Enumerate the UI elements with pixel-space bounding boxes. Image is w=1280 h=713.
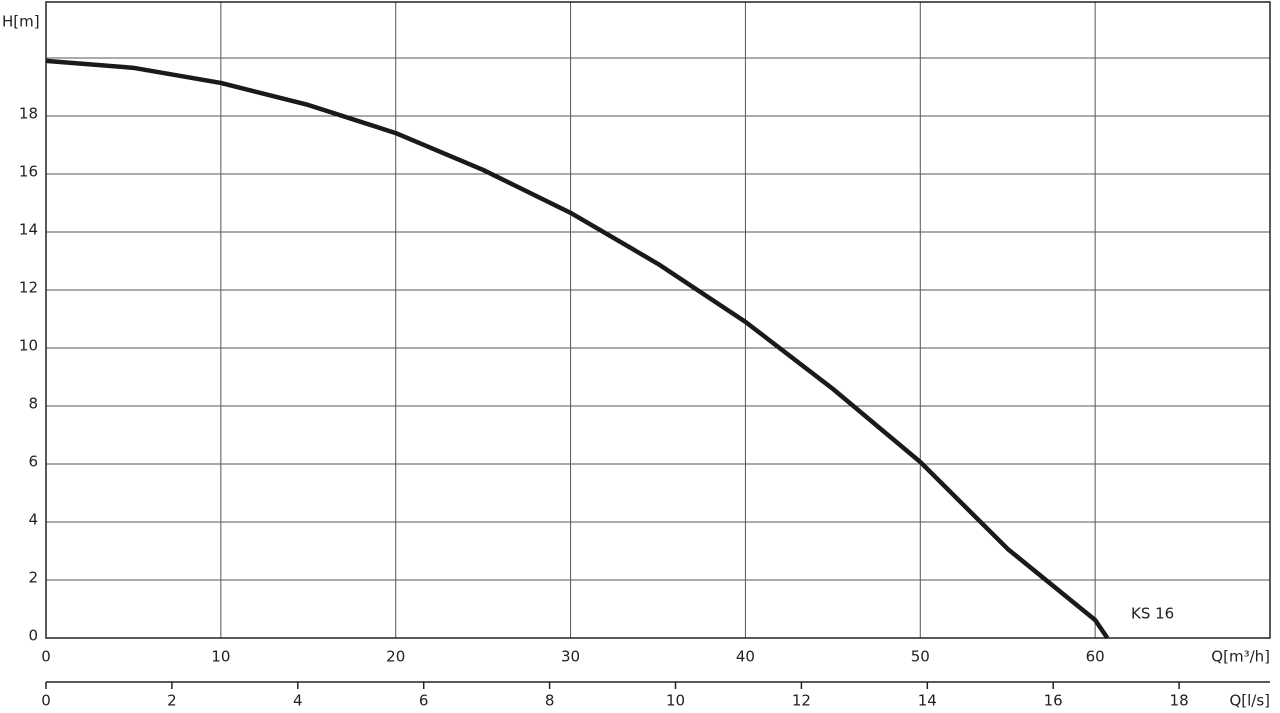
x-tick-label: 50 xyxy=(911,648,930,666)
y-tick-label: 6 xyxy=(28,452,38,470)
y-tick-label: 4 xyxy=(28,510,38,528)
y-tick-label: 8 xyxy=(28,394,38,412)
x-tick-label: 60 xyxy=(1086,648,1105,666)
x2-tick-label: 10 xyxy=(666,692,685,710)
plot-frame xyxy=(45,1,1271,639)
x-axis-label: Q[m³/h] xyxy=(1211,648,1270,666)
x2-tick-label: 16 xyxy=(1044,692,1063,710)
x2-tick-label: 4 xyxy=(293,692,303,710)
x2-tick-label: 2 xyxy=(167,692,177,710)
y-tick-label: 10 xyxy=(19,336,38,354)
curve-label: KS 16 xyxy=(1131,605,1174,623)
y-tick-label: 14 xyxy=(19,220,38,238)
x2-tick-label: 8 xyxy=(545,692,555,710)
x2-tick-label: 6 xyxy=(419,692,429,710)
x-tick-label: 20 xyxy=(386,648,405,666)
x2-axis-label: Q[l/s] xyxy=(1229,692,1270,710)
x-tick-label: 0 xyxy=(41,648,51,666)
y-tick-label: 12 xyxy=(19,278,38,296)
x2-tick-label: 12 xyxy=(792,692,811,710)
curve xyxy=(45,58,1110,640)
x-tick-label: 10 xyxy=(211,648,230,666)
x-tick-label: 40 xyxy=(736,648,755,666)
y-tick-label: 16 xyxy=(19,162,38,180)
y-tick-label: 18 xyxy=(19,104,38,122)
x2-tick-label: 18 xyxy=(1170,692,1189,710)
x2-tick-label: 0 xyxy=(41,692,51,710)
y-axis-label: H[m] xyxy=(2,13,40,31)
x2-tick-label: 14 xyxy=(918,692,937,710)
y-tick-label: 2 xyxy=(28,568,38,586)
x-tick-label: 30 xyxy=(561,648,580,666)
y-tick-label: 0 xyxy=(28,627,38,645)
